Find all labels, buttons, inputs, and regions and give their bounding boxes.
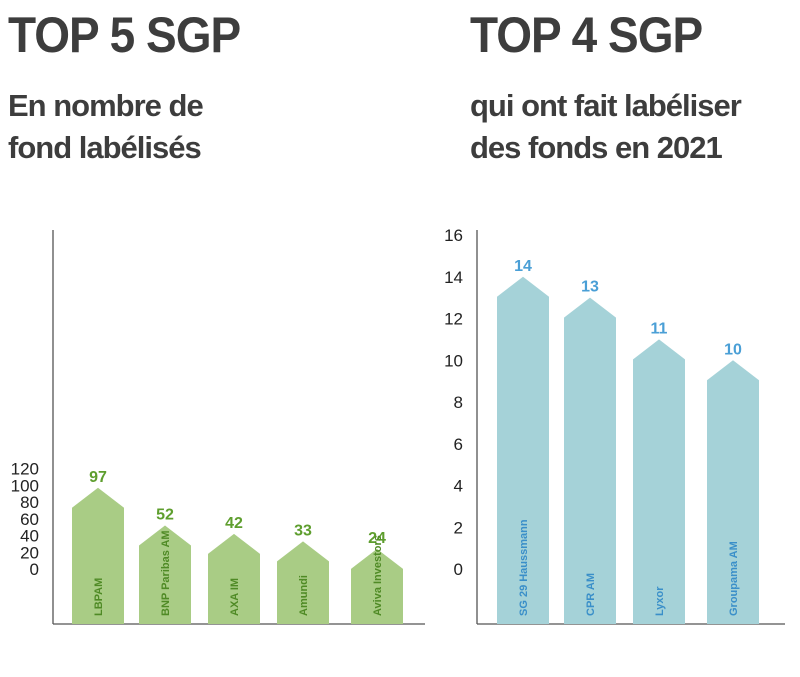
left-bar [72, 487, 124, 624]
left-bar-category-label: Amundi [298, 575, 310, 616]
left-bar-category-label: LBPAM [93, 578, 105, 616]
right-bar [564, 297, 616, 624]
right-y-tick-label: 6 [454, 435, 463, 454]
left-chart-subtitle-line2: fond labélisés [8, 130, 202, 165]
right-bar-value-label: 13 [581, 279, 599, 296]
left-chart-subtitle-line1: En nombre de [8, 88, 204, 123]
right-bar-value-label: 10 [724, 341, 742, 358]
right-y-tick-label: 14 [444, 268, 463, 287]
left-bar-value-label: 52 [156, 506, 174, 523]
left-bar-value-label: 97 [89, 469, 107, 486]
left-y-tick-label: 100 [11, 476, 39, 495]
left-bar-category-label: BNP Paribas AM [160, 530, 172, 616]
left-bar-value-label: 24 [368, 530, 386, 547]
right-bar-value-label: 11 [651, 320, 668, 337]
left-y-tick-label: 80 [20, 493, 39, 512]
right-chart-subtitle-line2: des fonds en 2021 [470, 130, 723, 165]
right-bar [497, 276, 549, 624]
right-bar [707, 360, 759, 624]
left-bar-category-label: AXA IM [229, 578, 241, 616]
left-y-tick-label: 60 [20, 510, 39, 529]
right-bar-category-label: CPR AM [585, 573, 597, 616]
left-chart-title: TOP 5 SGP [8, 6, 241, 63]
left-bar [139, 525, 191, 624]
right-y-tick-label: 8 [454, 393, 463, 412]
left-bar [351, 548, 403, 624]
right-y-tick-label: 4 [454, 477, 463, 496]
right-chart-subtitle-line1: qui ont fait labéliser [470, 88, 742, 123]
right-y-tick-label: 2 [454, 518, 463, 537]
left-bar-value-label: 33 [294, 522, 312, 539]
right-y-tick-label: 16 [444, 226, 463, 245]
left-y-tick-label: 40 [20, 527, 39, 546]
left-y-tick-label: 120 [11, 460, 39, 479]
left-y-tick-label: 20 [20, 543, 39, 562]
left-bar [208, 533, 260, 624]
right-bar [633, 339, 685, 624]
left-bar-category-label: Aviva Investors [372, 535, 384, 616]
right-y-tick-label: 12 [444, 310, 463, 329]
left-bar-value-label: 42 [225, 515, 243, 532]
right-bar-category-label: Lyxor [654, 586, 666, 616]
right-bar-value-label: 14 [514, 258, 532, 275]
left-y-tick-label: 0 [30, 560, 39, 579]
right-y-tick-label: 0 [454, 560, 463, 579]
right-bar-category-label: Groupama AM [728, 541, 740, 616]
left-bar [277, 541, 329, 624]
right-chart-title: TOP 4 SGP [470, 6, 703, 63]
right-bar-category-label: SG 29 Haussmann [518, 519, 530, 616]
right-y-tick-label: 10 [444, 351, 463, 370]
